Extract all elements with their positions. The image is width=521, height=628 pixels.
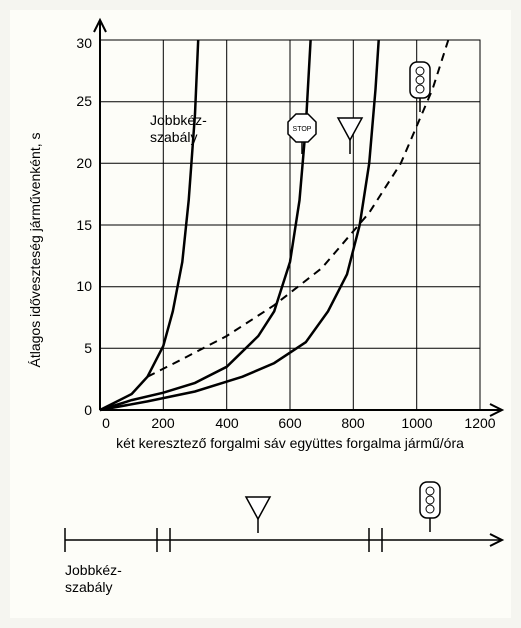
yield-triangle (338, 118, 362, 140)
x-tick-1200: 1200 (464, 415, 495, 431)
stop-sign-icon: STOP (288, 114, 316, 154)
y-tick-labels: 0 5 10 15 20 25 30 (76, 35, 92, 418)
yield-sign-icon (338, 118, 362, 154)
x-tick-200: 200 (151, 415, 175, 431)
stop-text: STOP (293, 126, 312, 133)
chart-container: 0 5 10 15 20 25 30 0 200 400 600 800 100… (10, 10, 511, 618)
range-yield-icon (246, 497, 270, 533)
annotation-jobbkez: Jobbkéz- szabály (150, 112, 207, 145)
range-signal-icon (420, 482, 440, 532)
x-tick-0: 0 (102, 415, 110, 431)
y-axis-label: Átlagos időveszteség járművenként, s (27, 132, 43, 367)
jobbkez-label-2: szabály (150, 129, 197, 145)
traffic-light-icon (410, 62, 430, 112)
bottom-jobbkez-1: Jobbkéz- (65, 562, 122, 578)
jobbkez-label-1: Jobbkéz- (150, 112, 207, 128)
x-tick-labels: 0 200 400 600 800 1000 1200 (102, 415, 496, 431)
y-tick-0: 0 (84, 402, 92, 418)
x-tick-400: 400 (215, 415, 239, 431)
y-tick-5: 5 (84, 340, 92, 356)
range-bar: Jobbkéz- szabály (65, 482, 502, 595)
y-tick-15: 15 (76, 217, 92, 233)
chart-svg: 0 5 10 15 20 25 30 0 200 400 600 800 100… (10, 10, 511, 618)
bottom-jobbkez-2: szabály (65, 579, 112, 595)
range-yield-triangle (246, 497, 270, 519)
x-tick-1000: 1000 (401, 415, 432, 431)
y-tick-10: 10 (76, 278, 92, 294)
x-axis-label: két keresztező forgalmi sáv együttes for… (116, 435, 464, 451)
y-tick-30: 30 (76, 35, 92, 51)
x-tick-600: 600 (278, 415, 302, 431)
y-tick-25: 25 (76, 93, 92, 109)
y-tick-20: 20 (76, 155, 92, 171)
x-tick-800: 800 (341, 415, 365, 431)
